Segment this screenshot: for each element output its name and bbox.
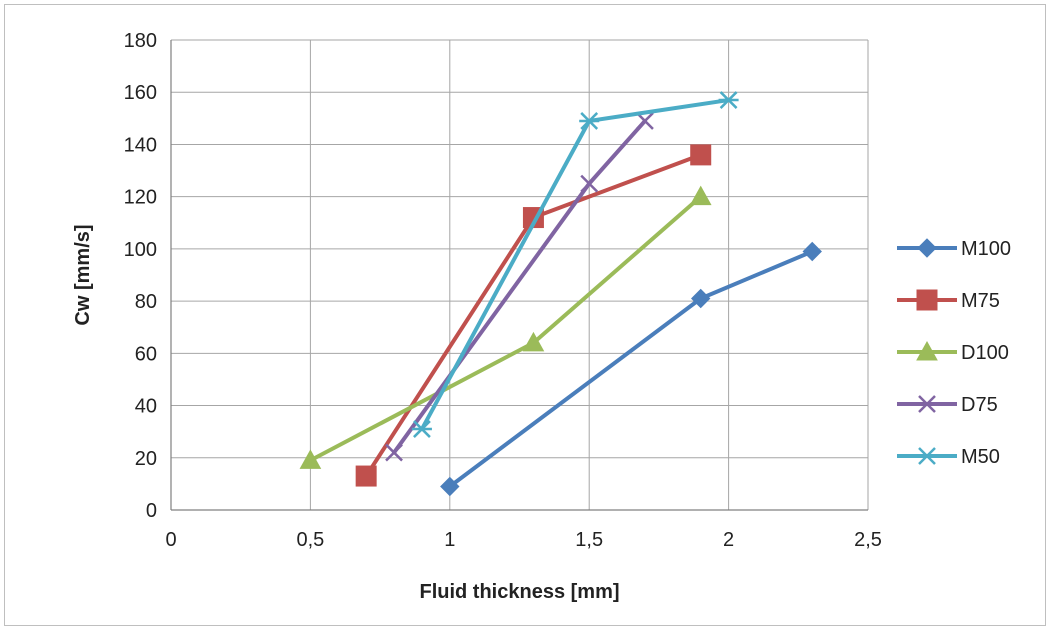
- legend-label: M50: [961, 446, 1000, 468]
- data-point-d100: [689, 185, 712, 206]
- x-axis-ticks: 0 0,5 1 1,5 2 2,5: [165, 529, 881, 551]
- x-tick-label: 0: [165, 529, 176, 551]
- y-tick-label: 0: [146, 500, 157, 522]
- series-d75: [385, 112, 654, 462]
- data-point-m50: [579, 112, 600, 130]
- data-point-d100: [299, 449, 322, 469]
- data-point-m100: [691, 288, 711, 309]
- y-axis-ticks: 0 20 40 60 80 100 120 140 160 180: [124, 30, 157, 522]
- legend-label: M75: [961, 290, 1000, 312]
- legend-swatch-marker: [916, 289, 938, 311]
- series-d100: [299, 185, 712, 469]
- marker-stroke: [580, 174, 599, 193]
- x-axis-title: Fluid thickness [mm]: [419, 581, 619, 603]
- series-m50: [411, 91, 739, 438]
- y-tick-label: 80: [135, 291, 157, 313]
- data-point-m50: [411, 420, 432, 438]
- series-line-m50: [419, 98, 731, 432]
- legend-item-m50: M50: [897, 446, 1000, 468]
- y-tick-label: 140: [124, 134, 157, 156]
- legend-item-m75: M75: [897, 289, 1000, 312]
- y-tick-label: 120: [124, 187, 157, 209]
- chart-frame: [4, 4, 1046, 626]
- data-point-m75: [690, 144, 712, 166]
- legend-swatch-marker: [916, 340, 938, 361]
- data-point-m75: [355, 465, 377, 487]
- data-point-m100: [802, 241, 822, 262]
- legend-item-d75: D75: [897, 394, 998, 416]
- legend-swatch-marker: [917, 238, 937, 258]
- series-m100: [440, 241, 822, 497]
- y-tick-label: 20: [135, 448, 157, 470]
- x-tick-label: 0,5: [296, 529, 324, 551]
- legend-label: D75: [961, 394, 998, 416]
- axes: [170, 40, 868, 511]
- x-tick-label: 1: [444, 529, 455, 551]
- legend-swatch-marker: [917, 447, 937, 465]
- y-tick-label: 100: [124, 239, 157, 261]
- series-line-m100: [447, 249, 815, 489]
- y-tick-label: 180: [124, 30, 157, 52]
- data-point-m50: [718, 91, 739, 109]
- series-line-d75: [392, 118, 647, 455]
- x-tick-label: 2,5: [854, 529, 882, 551]
- series-group: [299, 91, 822, 497]
- legend-label: D100: [961, 342, 1009, 364]
- legend: M100 M75 D100 D75 M50: [897, 238, 1011, 468]
- x-tick-label: 1,5: [575, 529, 603, 551]
- data-point-d75: [580, 174, 599, 193]
- data-point-d100: [522, 331, 545, 352]
- y-tick-label: 160: [124, 82, 157, 104]
- legend-swatch-marker: [918, 395, 936, 413]
- legend-item-m100: M100: [897, 238, 1011, 260]
- x-tick-label: 2: [723, 529, 734, 551]
- legend-label: M100: [961, 238, 1011, 260]
- y-tick-label: 60: [135, 343, 157, 365]
- y-axis-title: Cw [mm/s]: [72, 224, 94, 325]
- marker-stroke: [636, 112, 654, 130]
- data-point-d75: [636, 112, 654, 130]
- series-line-d100: [308, 194, 703, 463]
- data-point-m100: [440, 476, 460, 497]
- series-m75: [355, 144, 712, 487]
- marker-stroke: [385, 443, 403, 462]
- y-tick-label: 40: [135, 396, 157, 418]
- gridlines: [170, 39, 869, 511]
- data-point-d75: [385, 443, 403, 462]
- marker-stroke: [918, 395, 936, 413]
- legend-item-d100: D100: [897, 340, 1009, 364]
